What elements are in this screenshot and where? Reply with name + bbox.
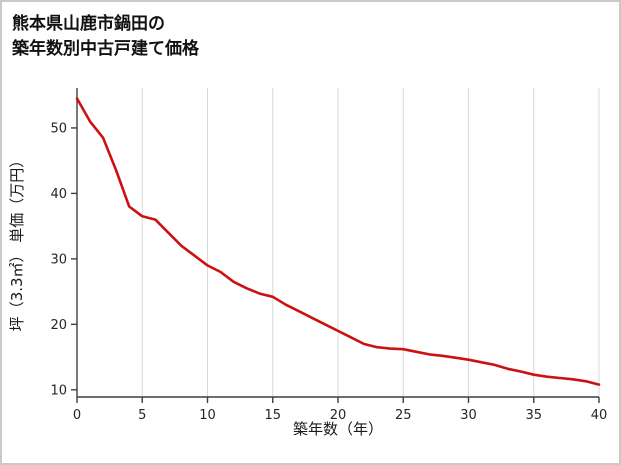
price-line: [75, 97, 601, 386]
chart-title-line-2: 築年数別中古戸建て価格: [12, 38, 199, 59]
x-tick-label-30: 30: [460, 408, 477, 423]
x-tick-label-15: 15: [264, 408, 281, 423]
y-tick-label-20: 20: [50, 318, 67, 333]
y-axis-label: 坪（3.3㎡） 単価（万円）: [8, 153, 26, 332]
x-ticks: 0 5 10 15 20 25 30 35 40: [73, 397, 607, 423]
x-axis-label: 築年数（年）: [293, 420, 383, 438]
x-tick-label-25: 25: [395, 408, 412, 423]
chart-svg: 0 5 10 15 20 25 30 35 40 10 20 30 40 50 築年数（年） 坪（3.3…: [8, 88, 607, 438]
x-tick-label-0: 0: [73, 408, 81, 423]
x-tick-label-5: 5: [138, 408, 146, 423]
x-tick-label-40: 40: [591, 408, 608, 423]
y-tick-label-40: 40: [50, 187, 67, 202]
x-tick-label-10: 10: [199, 408, 216, 423]
chart-area: 0 5 10 15 20 25 30 35 40 10 20 30 40 50 築年数（年） 坪（3.3…: [2, 70, 619, 462]
chart-title-line-1: 熊本県山鹿市鍋田の: [12, 14, 165, 34]
gridlines: [141, 88, 600, 397]
x-tick-label-35: 35: [525, 408, 542, 423]
y-tick-label-30: 30: [50, 252, 67, 267]
x-tick-label-20: 20: [330, 408, 347, 423]
y-tick-label-50: 50: [50, 121, 67, 136]
chart-title: 熊本県山鹿市鍋田の 築年数別中古戸建て価格: [2, 2, 619, 61]
y-ticks: 10 20 30 40 50: [50, 121, 77, 398]
y-tick-label-10: 10: [50, 383, 67, 398]
